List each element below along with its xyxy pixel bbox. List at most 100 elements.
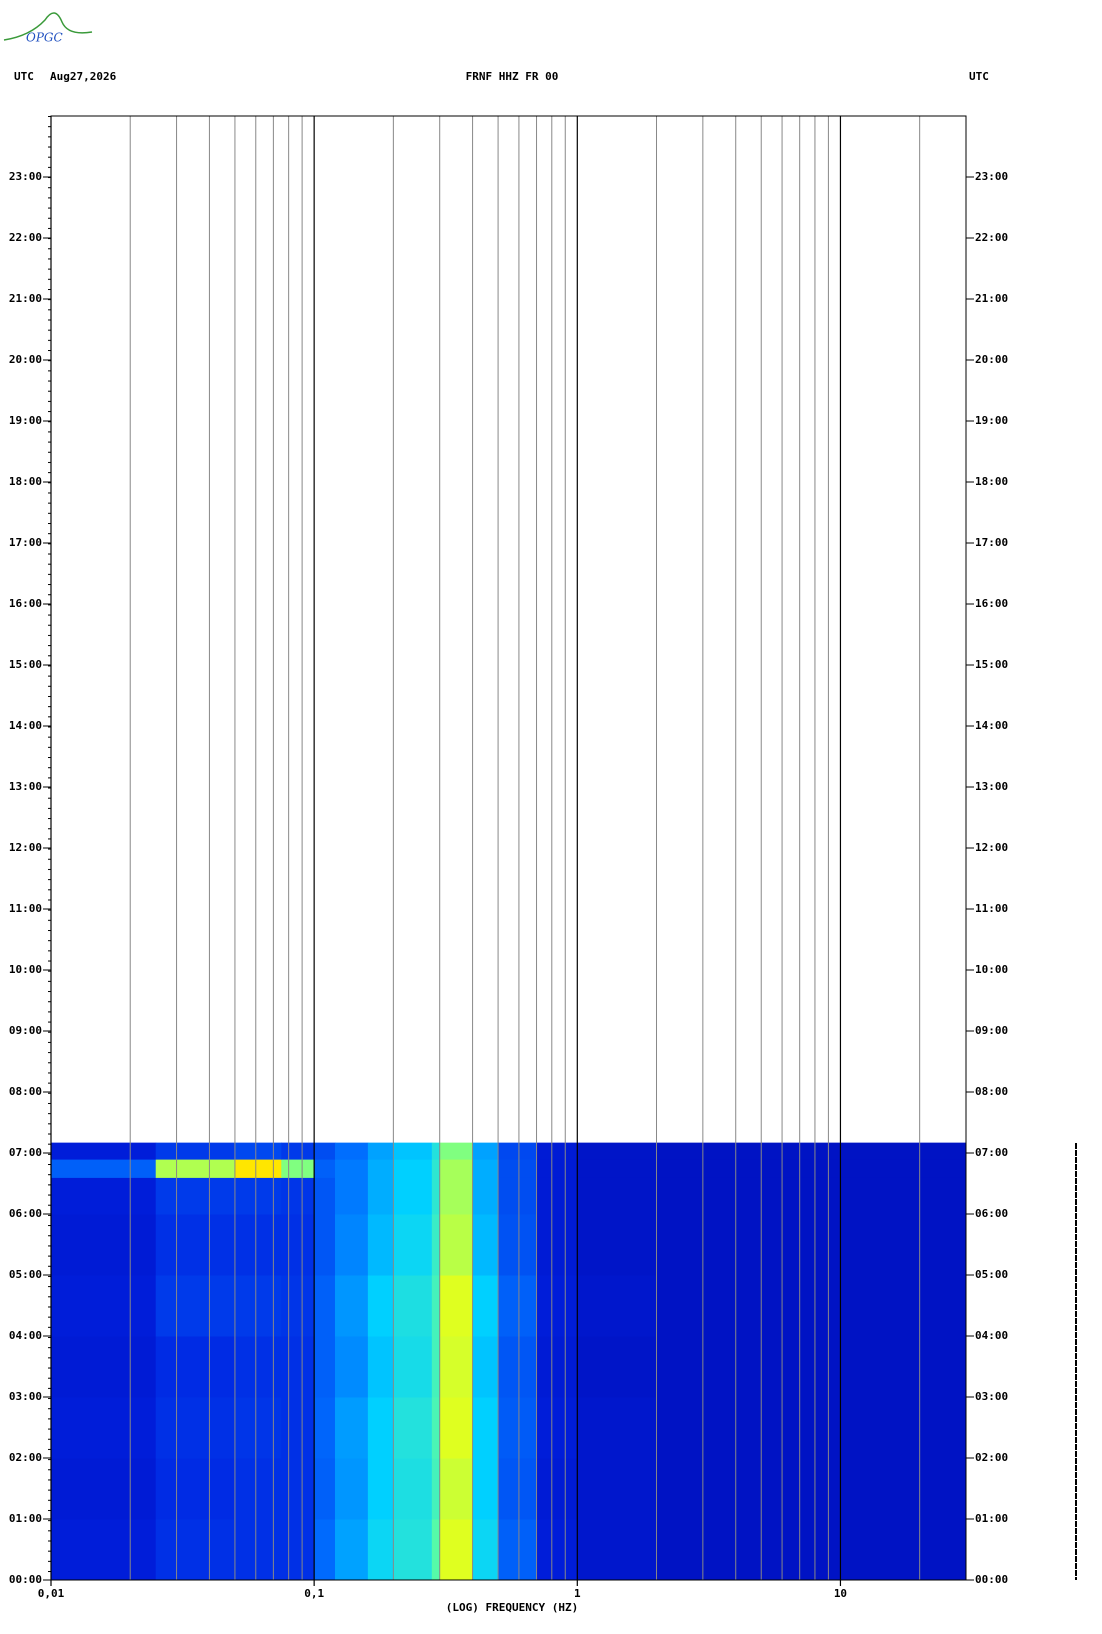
x-tick-label: 1 [574,1587,581,1600]
cell [334,1458,369,1520]
y-tick-label-right: 06:00 [975,1207,1008,1220]
y-tick-label-right: 12:00 [975,841,1008,854]
cell [472,1214,499,1276]
cell [334,1177,369,1215]
cell [577,1142,658,1160]
cell [281,1519,315,1581]
cell [234,1397,282,1459]
cell [536,1275,578,1337]
cell [761,1159,967,1178]
cell [281,1177,315,1215]
cell [234,1336,282,1398]
y-tick-label-right: 09:00 [975,1024,1008,1037]
y-tick-label-right: 02:00 [975,1451,1008,1464]
cell [334,1159,369,1178]
cell [431,1275,441,1337]
y-tick-label-right: 01:00 [975,1512,1008,1525]
cell [155,1142,236,1160]
x-tick-label: 0,01 [38,1587,65,1600]
cell [234,1214,282,1276]
cell [761,1458,967,1520]
y-tick-label: 11:00 [9,902,42,915]
y-tick-label: 03:00 [9,1390,42,1403]
cell [439,1177,474,1215]
y-tick-label-right: 16:00 [975,597,1008,610]
cell [367,1142,394,1160]
cell [234,1519,282,1581]
cell [656,1458,762,1520]
date: Aug27,2026 [50,70,117,83]
y-tick-label-right: 18:00 [975,475,1008,488]
cell [334,1142,369,1160]
cell [51,1397,157,1459]
cell [314,1275,336,1337]
cell [439,1142,474,1160]
y-tick-label-right: 20:00 [975,353,1008,366]
cell [498,1214,538,1276]
y-tick-label: 18:00 [9,475,42,488]
cell [393,1275,433,1337]
y-tick-label-right: 11:00 [975,902,1008,915]
cell [393,1214,433,1276]
cell [577,1214,658,1276]
cell [439,1214,474,1276]
cell [439,1336,474,1398]
cell [155,1214,236,1276]
cell [393,1142,433,1160]
cell [51,1177,157,1215]
cell [498,1177,538,1215]
cell [536,1519,578,1581]
cell [51,1275,157,1337]
cell [431,1458,441,1520]
y-tick-label: 04:00 [9,1329,42,1342]
cell [472,1336,499,1398]
cell [234,1142,282,1160]
cell [367,1177,394,1215]
cell [281,1275,315,1337]
cell [51,1519,157,1581]
cell [577,1159,658,1178]
y-tick-label-right: 10:00 [975,963,1008,976]
y-tick-label: 09:00 [9,1024,42,1037]
cell [761,1397,967,1459]
cell [761,1275,967,1337]
cell [577,1519,658,1581]
y-tick-label-right: 22:00 [975,231,1008,244]
y-tick-label-right: 14:00 [975,719,1008,732]
y-tick-label-right: 07:00 [975,1146,1008,1159]
cell [536,1397,578,1459]
cell [51,1458,157,1520]
cell [439,1458,474,1520]
cell [234,1458,282,1520]
cell [314,1336,336,1398]
cell [498,1336,538,1398]
y-tick-label-right: 23:00 [975,170,1008,183]
cell [431,1177,441,1215]
cell [51,1214,157,1276]
cell [51,1336,157,1398]
cell [155,1177,236,1215]
y-tick-label-right: 03:00 [975,1390,1008,1403]
cell [577,1397,658,1459]
cell [498,1519,538,1581]
cell [472,1519,499,1581]
cell [51,1142,157,1160]
cell [367,1397,394,1459]
cell [577,1275,658,1337]
cell [155,1458,236,1520]
cell [536,1142,578,1160]
cell [656,1336,762,1398]
y-tick-label: 05:00 [9,1268,42,1281]
cell [656,1142,762,1160]
y-tick-label: 23:00 [9,170,42,183]
cell [761,1336,967,1398]
cell [234,1275,282,1337]
cell [281,1458,315,1520]
cell [393,1177,433,1215]
cell [431,1397,441,1459]
x-tick-label: 10 [834,1587,847,1600]
cell [472,1397,499,1459]
cell [393,1458,433,1520]
cell [761,1214,967,1276]
cell [498,1275,538,1337]
